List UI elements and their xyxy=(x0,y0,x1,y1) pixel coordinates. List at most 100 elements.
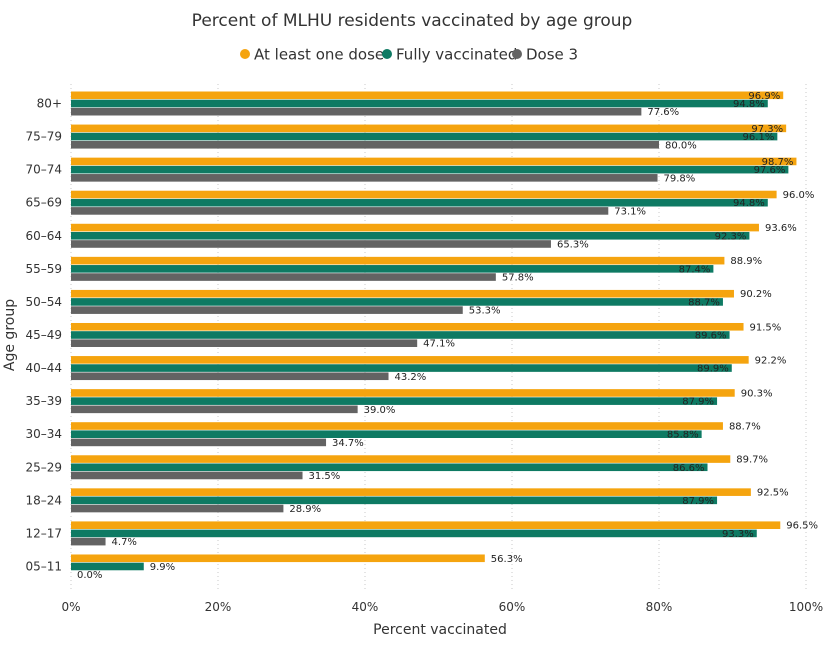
bar[interactable] xyxy=(71,99,768,108)
bar[interactable] xyxy=(71,322,744,331)
data-label: 97.3% xyxy=(751,124,783,135)
bar[interactable] xyxy=(71,496,718,505)
data-label: 89.9% xyxy=(697,364,729,375)
x-tick-label: 100% xyxy=(789,600,823,614)
y-tick-label: 18–24 xyxy=(25,493,62,507)
legend-item[interactable]: Fully vaccinated xyxy=(382,46,517,64)
bar-labels: 96.9%94.8%77.6%97.3%96.1%80.0%98.7%97.6%… xyxy=(77,91,818,581)
bar[interactable] xyxy=(71,471,303,480)
bar[interactable] xyxy=(71,165,789,174)
data-label: 65.3% xyxy=(557,239,589,250)
data-label: 34.7% xyxy=(332,438,364,449)
bar[interactable] xyxy=(71,521,781,530)
legend-marker xyxy=(512,49,522,59)
data-label: 79.8% xyxy=(664,173,696,184)
bar[interactable] xyxy=(71,190,777,199)
bar[interactable] xyxy=(71,430,702,438)
legend-item[interactable]: Dose 3 xyxy=(512,46,578,64)
bar[interactable] xyxy=(71,537,106,546)
data-label: 96.1% xyxy=(743,132,775,143)
data-label: 96.5% xyxy=(786,521,818,532)
bar[interactable] xyxy=(71,364,732,372)
data-label: 43.2% xyxy=(395,372,427,383)
bar[interactable] xyxy=(71,140,659,149)
bar[interactable] xyxy=(71,256,725,265)
y-tick-label: 30–34 xyxy=(25,427,62,441)
data-label: 92.3% xyxy=(715,231,747,242)
data-label: 98.7% xyxy=(762,157,794,168)
bar[interactable] xyxy=(71,124,787,133)
bar[interactable] xyxy=(71,132,778,141)
y-tick-label: 35–39 xyxy=(25,394,62,408)
bar[interactable] xyxy=(71,298,723,306)
bar[interactable] xyxy=(71,356,749,364)
bar[interactable] xyxy=(71,389,735,397)
x-axis-ticks: 0% 20% 40% 60% 80% 100% xyxy=(61,600,823,614)
bar[interactable] xyxy=(71,198,768,207)
data-label: 53.3% xyxy=(469,306,501,317)
bar[interactable] xyxy=(71,455,731,463)
data-label: 86.6% xyxy=(673,463,705,474)
bar[interactable] xyxy=(71,488,751,496)
legend-label: Fully vaccinated xyxy=(396,46,517,64)
y-tick-label: 45–49 xyxy=(25,328,62,342)
y-tick-label: 05–11 xyxy=(25,559,62,573)
x-tick-label: 0% xyxy=(61,600,80,614)
bar[interactable] xyxy=(71,562,144,571)
data-label: 9.9% xyxy=(150,562,175,573)
bar[interactable] xyxy=(71,223,759,232)
legend: At least one dose Fully vaccinated Dose 3 xyxy=(240,46,578,64)
data-label: 92.2% xyxy=(755,355,787,366)
legend-label: At least one dose xyxy=(254,46,384,64)
data-label: 88.7% xyxy=(729,422,761,433)
data-label: 56.3% xyxy=(491,554,523,565)
legend-label: Dose 3 xyxy=(526,46,578,64)
data-label: 92.5% xyxy=(757,488,789,499)
y-tick-label: 50–54 xyxy=(25,295,62,309)
y-tick-label: 75–79 xyxy=(25,130,62,144)
bar[interactable] xyxy=(71,554,485,563)
bar[interactable] xyxy=(71,273,496,281)
x-tick-label: 80% xyxy=(646,600,673,614)
data-label: 39.0% xyxy=(364,405,396,416)
data-label: 90.2% xyxy=(740,289,772,300)
bar[interactable] xyxy=(71,289,734,298)
bar[interactable] xyxy=(71,207,609,215)
x-tick-label: 20% xyxy=(205,600,232,614)
data-label: 96.9% xyxy=(748,91,780,102)
x-tick-label: 60% xyxy=(499,600,526,614)
bar[interactable] xyxy=(71,463,708,472)
bar[interactable] xyxy=(71,339,418,347)
bar[interactable] xyxy=(71,372,389,381)
bar[interactable] xyxy=(71,306,463,314)
data-label: 87.9% xyxy=(682,397,714,408)
data-label: 90.3% xyxy=(741,388,773,399)
bar[interactable] xyxy=(71,438,327,447)
legend-item[interactable]: At least one dose xyxy=(240,46,384,64)
y-tick-label: 12–17 xyxy=(25,526,62,540)
bar[interactable] xyxy=(71,231,750,240)
bar[interactable] xyxy=(71,107,642,116)
y-tick-label: 80+ xyxy=(37,97,62,111)
bar[interactable] xyxy=(71,331,730,339)
data-label: 91.5% xyxy=(750,322,782,333)
y-tick-label: 65–69 xyxy=(25,196,62,210)
bars xyxy=(71,91,797,571)
data-label: 89.6% xyxy=(695,330,727,341)
data-label: 77.6% xyxy=(647,107,679,118)
data-label: 96.0% xyxy=(783,190,815,201)
bar[interactable] xyxy=(71,504,284,513)
chart-title: Percent of MLHU residents vaccinated by … xyxy=(192,11,633,31)
bar[interactable] xyxy=(71,422,723,430)
bar[interactable] xyxy=(71,397,718,405)
data-label: 0.0% xyxy=(77,570,102,581)
bar[interactable] xyxy=(71,240,551,248)
bar[interactable] xyxy=(71,405,358,414)
bar[interactable] xyxy=(71,91,784,100)
bar[interactable] xyxy=(71,529,757,538)
data-label: 4.7% xyxy=(112,537,137,548)
bar[interactable] xyxy=(71,265,714,273)
bar[interactable] xyxy=(71,174,658,182)
data-label: 85.8% xyxy=(667,430,699,441)
bar[interactable] xyxy=(71,157,797,166)
